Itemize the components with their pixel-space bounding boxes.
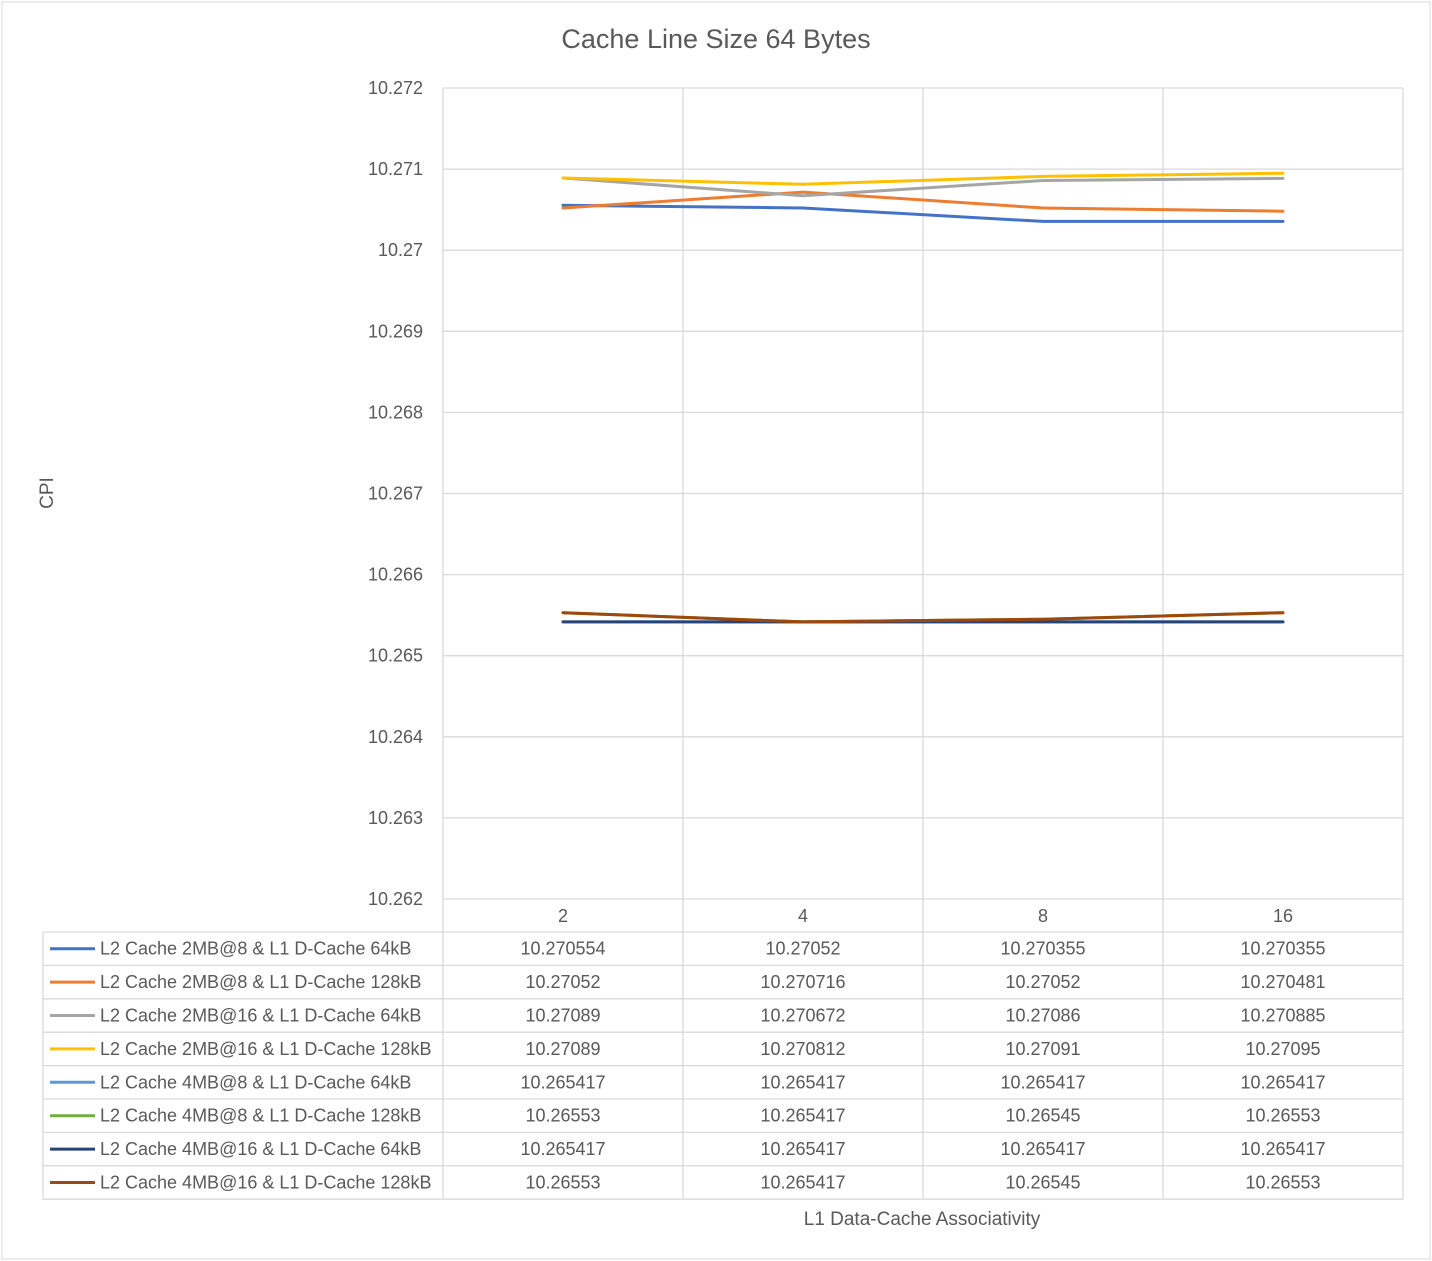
table-row: L2 Cache 2MB@16 & L1 D-Cache 128kB 10.270… (50, 1039, 1321, 1059)
table-cell: 10.27052 (1005, 972, 1080, 992)
table-cell: 10.26553 (1245, 1106, 1320, 1126)
legend-label: L2 Cache 4MB@16 & L1 D-Cache 128kB (100, 1173, 431, 1193)
table-cell: 10.26553 (1245, 1173, 1320, 1193)
table-cell: 10.27086 (1005, 1006, 1080, 1026)
table-cell: 10.26553 (525, 1106, 600, 1126)
y-axis-ticks: 10.262 10.263 10.264 10.265 10.266 10.267 10.2… (368, 78, 423, 909)
legend-label: L2 Cache 2MB@16 & L1 D-Cache 128kB (100, 1039, 431, 1059)
table-cell: 10.270355 (1000, 939, 1085, 959)
y-tick-label: 10.27 (378, 240, 423, 260)
table-cell: 10.27089 (525, 1006, 600, 1026)
series-line-2 (561, 190, 1285, 213)
y-tick-label: 10.269 (368, 321, 423, 341)
table-cell: 10.27052 (525, 972, 600, 992)
table-cell: 10.270812 (760, 1039, 845, 1059)
table-row: L2 Cache 2MB@8 & L1 D-Cache 128kB 10.2705… (50, 972, 1326, 992)
table-row: L2 Cache 4MB@8 & L1 D-Cache 64kB 10.26541… (50, 1072, 1326, 1092)
y-tick-label: 10.266 (368, 565, 423, 585)
table-cell: 10.270481 (1240, 972, 1325, 992)
x-category-label: 4 (798, 906, 808, 926)
legend-label: L2 Cache 4MB@8 & L1 D-Cache 128kB (100, 1106, 421, 1126)
y-tick-label: 10.265 (368, 646, 423, 666)
table-row: L2 Cache 2MB@16 & L1 D-Cache 64kB 10.2708… (50, 1006, 1326, 1026)
x-category-label: 16 (1273, 906, 1293, 926)
table-row: L2 Cache 4MB@16 & L1 D-Cache 64kB 10.2654… (50, 1139, 1326, 1159)
table-cell: 10.270885 (1240, 1006, 1325, 1026)
series-line-1 (561, 203, 1285, 223)
y-tick-label: 10.268 (368, 402, 423, 422)
table-cell: 10.27052 (765, 939, 840, 959)
chart-title: Cache Line Size 64 Bytes (561, 24, 870, 54)
x-category-label: 2 (558, 906, 568, 926)
table-cell: 10.265417 (760, 1106, 845, 1126)
legend-label: L2 Cache 2MB@8 & L1 D-Cache 64kB (100, 939, 411, 959)
table-cell: 10.26553 (525, 1173, 600, 1193)
y-tick-label: 10.263 (368, 808, 423, 828)
table-cell: 10.265417 (520, 1139, 605, 1159)
table-cell: 10.270355 (1240, 939, 1325, 959)
x-category-label: 8 (1038, 906, 1048, 926)
table-cell: 10.265417 (1000, 1072, 1085, 1092)
table-cell: 10.26545 (1005, 1106, 1080, 1126)
y-tick-label: 10.262 (368, 889, 423, 909)
table-cell: 10.26545 (1005, 1173, 1080, 1193)
legend-label: L2 Cache 2MB@8 & L1 D-Cache 128kB (100, 972, 421, 992)
table-cell: 10.27089 (525, 1039, 600, 1059)
y-tick-label: 10.272 (368, 78, 423, 98)
y-axis-title: CPI (37, 477, 58, 509)
table-cell: 10.265417 (760, 1139, 845, 1159)
table-row: L2 Cache 4MB@8 & L1 D-Cache 128kB 10.2655… (50, 1106, 1321, 1126)
table-row: L2 Cache 4MB@16 & L1 D-Cache 128kB 10.265… (50, 1173, 1321, 1193)
legend-label: L2 Cache 2MB@16 & L1 D-Cache 64kB (100, 1006, 421, 1026)
table-cell: 10.265417 (1000, 1139, 1085, 1159)
table-row: L2 Cache 2MB@8 & L1 D-Cache 64kB 10.27055… (50, 939, 1326, 959)
data-table: 2 4 8 16 L2 Cache 2MB@8 & L1 D-Cache 64kB 10.… (42, 906, 1403, 1200)
series-line-3 (561, 176, 1285, 198)
table-cell: 10.265417 (1240, 1139, 1325, 1159)
table-cell: 10.27095 (1245, 1039, 1320, 1059)
table-cell: 10.27091 (1005, 1039, 1080, 1059)
table-cell: 10.265417 (1240, 1072, 1325, 1092)
table-cell: 10.265417 (520, 1072, 605, 1092)
gridlines (442, 87, 1404, 1200)
table-cell: 10.265417 (760, 1072, 845, 1092)
table-cell: 10.270716 (760, 972, 845, 992)
table-cell: 10.270672 (760, 1006, 845, 1026)
y-tick-label: 10.271 (368, 159, 423, 179)
legend-label: L2 Cache 4MB@16 & L1 D-Cache 64kB (100, 1139, 421, 1159)
table-cell: 10.265417 (760, 1173, 845, 1193)
series-lines (561, 171, 1285, 624)
y-tick-label: 10.267 (368, 484, 423, 504)
table-cell: 10.270554 (520, 939, 605, 959)
y-tick-label: 10.264 (368, 727, 423, 747)
series-line-4 (561, 171, 1285, 186)
legend-label: L2 Cache 4MB@8 & L1 D-Cache 64kB (100, 1072, 411, 1092)
series-line-8 (561, 611, 1285, 624)
x-axis-title: L1 Data-Cache Associativity (804, 1209, 1041, 1230)
